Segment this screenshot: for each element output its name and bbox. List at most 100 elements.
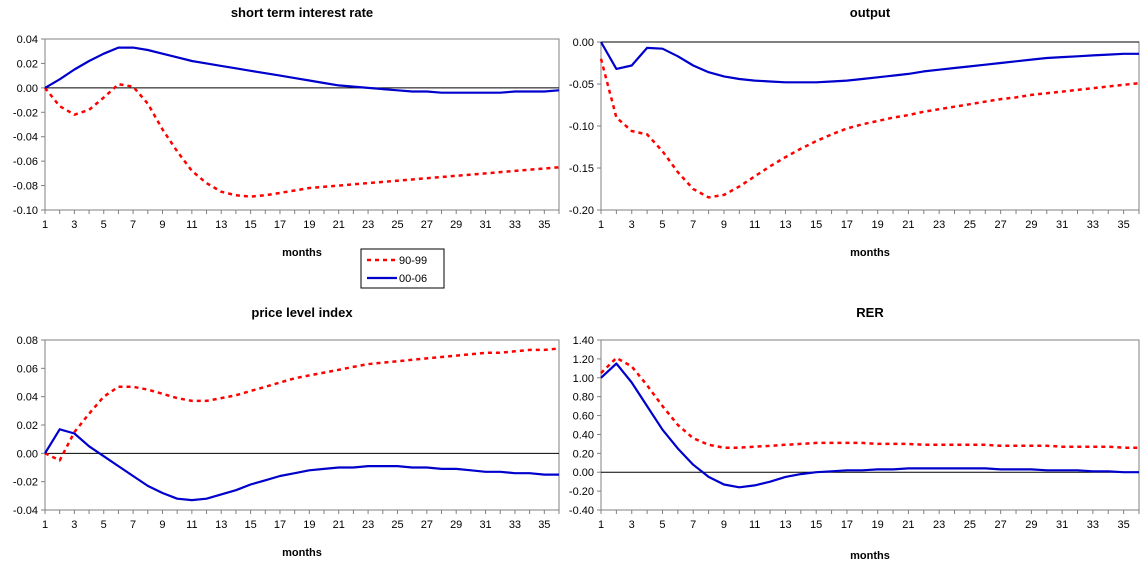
x-tick-label: 31 (479, 519, 491, 531)
series-line-00-06 (44, 46, 560, 94)
y-tick-label: -0.04 (13, 132, 38, 144)
series-line-90-99 (600, 356, 1139, 449)
x-tick-label: 23 (933, 219, 945, 231)
y-tick-label: 0.02 (17, 420, 38, 432)
chart-title: RER (856, 305, 884, 320)
y-tick-label: 0.06 (17, 363, 38, 375)
y-tick-label: 1.20 (573, 354, 594, 366)
series-line-90-99 (44, 347, 560, 462)
x-axis-label: months (850, 550, 890, 562)
x-tick-label: 13 (215, 519, 227, 531)
chart-panel-3: price level index months 0.08 0.06 0.04 0.02 0… (13, 305, 560, 559)
legend-label: 90-99 (399, 255, 427, 267)
x-tick-label: 1 (42, 219, 48, 231)
x-tick-label: 1 (598, 219, 604, 231)
x-tick-label: 35 (1118, 519, 1130, 531)
y-tick-label: -0.10 (569, 121, 594, 133)
x-tick-label: 33 (1087, 219, 1099, 231)
x-tick-label: 35 (1118, 219, 1130, 231)
y-tick-label: 1.40 (573, 335, 594, 347)
x-tick-label: 7 (130, 519, 136, 531)
y-tick-label: 0.08 (17, 335, 38, 347)
x-tick-label: 11 (749, 219, 760, 231)
chart-title: price level index (251, 305, 353, 320)
x-tick-label: 13 (215, 219, 227, 231)
x-tick-label: 15 (244, 219, 256, 231)
x-axis-label: months (850, 247, 890, 259)
x-tick-label: 13 (779, 219, 791, 231)
y-tick-label: 0.04 (17, 392, 38, 404)
x-tick-label: 31 (1056, 219, 1068, 231)
x-tick-label: 21 (902, 519, 914, 531)
y-tick-label: -0.04 (13, 505, 38, 517)
series-line-00-06 (600, 41, 1139, 84)
x-tick-label: 33 (509, 519, 521, 531)
chart-title: short term interest rate (231, 5, 373, 20)
y-tick-label: -0.06 (13, 156, 38, 168)
plot-area (600, 41, 1140, 211)
x-tick-label: 27 (421, 219, 433, 231)
y-tick-label: -0.15 (569, 163, 594, 175)
y-tick-label: 0.00 (573, 37, 594, 49)
x-tick-label: 15 (244, 519, 256, 531)
x-tick-label: 23 (362, 219, 374, 231)
x-tick-label: 25 (391, 219, 403, 231)
x-tick-label: 13 (779, 519, 791, 531)
series-line-90-99 (599, 58, 1140, 199)
y-tick-label: 0.00 (17, 448, 38, 460)
plot-area (44, 339, 560, 511)
x-tick-label: 5 (101, 519, 107, 531)
x-tick-label: 25 (964, 219, 976, 231)
x-tick-label: 19 (303, 219, 315, 231)
x-tick-label: 11 (186, 219, 197, 231)
x-tick-label: 33 (1087, 519, 1099, 531)
y-tick-label: 0.20 (573, 448, 594, 460)
y-tick-label: -0.20 (569, 205, 594, 217)
x-tick-label: 25 (964, 519, 976, 531)
x-tick-label: 35 (538, 519, 550, 531)
x-tick-label: 31 (479, 219, 491, 231)
y-tick-label: -0.02 (13, 477, 38, 489)
x-tick-label: 3 (71, 519, 77, 531)
x-axis-label: months (282, 547, 322, 559)
x-tick-label: 5 (659, 519, 665, 531)
x-tick-label: 3 (629, 519, 635, 531)
y-tick-label: 0.00 (17, 83, 38, 95)
x-tick-label: 9 (159, 219, 165, 231)
series-line-90-99 (44, 82, 560, 198)
x-tick-label: 29 (450, 219, 462, 231)
x-tick-label: 29 (450, 519, 462, 531)
x-tick-label: 9 (721, 519, 727, 531)
y-tick-label: -0.40 (569, 505, 594, 517)
chart-panel-4: RER months 1.40 1.20 1.00 0.80 0.60 0.40 0.20 0.0… (569, 305, 1140, 562)
x-tick-label: 17 (274, 519, 286, 531)
series-line-00-06 (44, 428, 559, 502)
x-tick-label: 9 (159, 519, 165, 531)
x-tick-label: 11 (749, 519, 760, 531)
legend-label: 00-06 (399, 273, 427, 285)
x-tick-label: 19 (872, 519, 884, 531)
y-tick-label: 0.02 (17, 58, 38, 70)
y-tick-label: 1.00 (573, 373, 594, 385)
x-tick-label: 1 (42, 519, 48, 531)
x-tick-label: 17 (841, 219, 853, 231)
x-tick-label: 27 (421, 519, 433, 531)
x-tick-label: 23 (933, 519, 945, 531)
x-tick-label: 9 (721, 219, 727, 231)
x-tick-label: 3 (629, 219, 635, 231)
y-tick-label: 0.04 (17, 34, 38, 46)
y-tick-label: 0.60 (573, 411, 594, 423)
x-tick-label: 11 (186, 519, 197, 531)
y-tick-label: -0.20 (569, 486, 594, 498)
x-tick-label: 15 (810, 219, 822, 231)
y-tick-label: -0.02 (13, 107, 38, 119)
x-tick-label: 33 (509, 219, 521, 231)
x-tick-label: 1 (598, 519, 604, 531)
x-tick-label: 31 (1056, 519, 1068, 531)
legend-box (360, 248, 445, 289)
legend: 90-99 00-06 (360, 248, 445, 289)
x-tick-label: 15 (810, 519, 822, 531)
x-tick-label: 21 (333, 519, 345, 531)
